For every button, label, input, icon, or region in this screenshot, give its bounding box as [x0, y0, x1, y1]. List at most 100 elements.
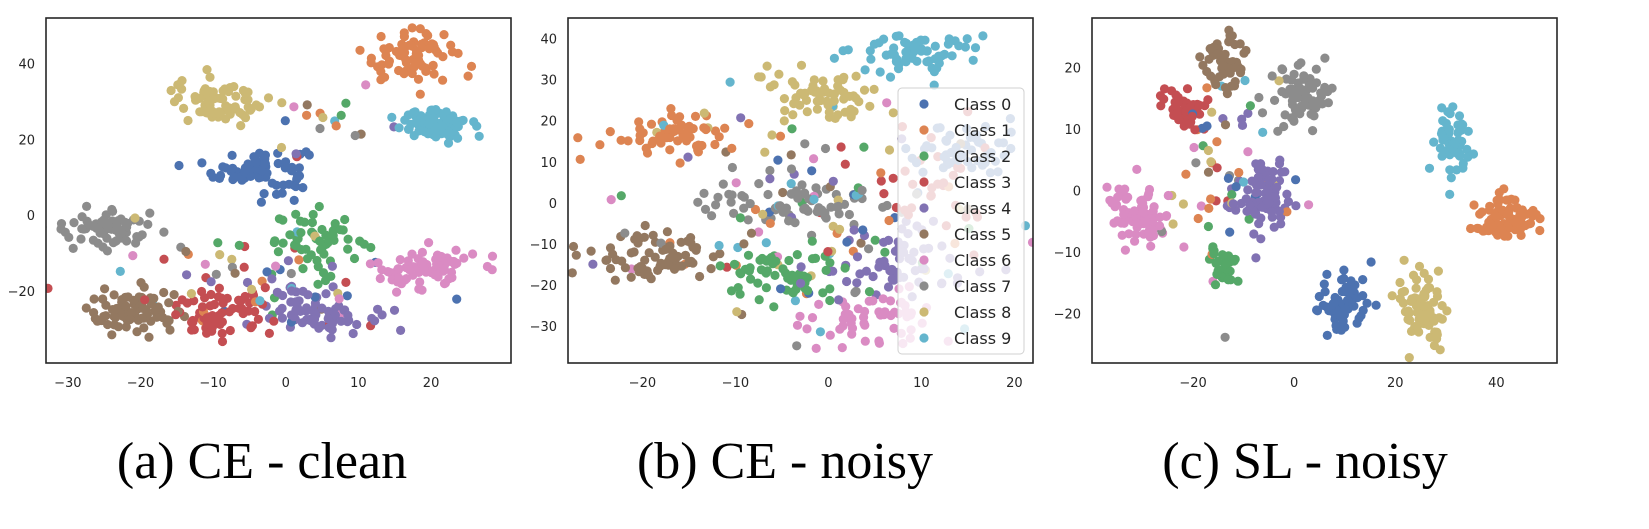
point-class-9: [1438, 116, 1448, 126]
point-class-9: [947, 51, 957, 61]
point-class-2: [807, 236, 817, 246]
y-tick-label: 40: [18, 57, 35, 72]
point-class-8: [762, 61, 772, 71]
y-tick-label: −10: [530, 238, 557, 253]
point-class-2: [1244, 214, 1254, 224]
point-class-4: [879, 237, 889, 247]
legend-marker: [919, 125, 929, 135]
y-tick-label: 0: [549, 197, 557, 212]
point-class-8: [830, 113, 840, 123]
point-class-1: [876, 168, 886, 178]
point-class-0: [1202, 121, 1212, 131]
point-class-2: [715, 261, 725, 271]
point-class-8: [1429, 340, 1439, 351]
point-class-6: [415, 277, 425, 287]
point-class-8: [215, 93, 225, 103]
point-class-9: [426, 105, 436, 115]
panel-1: −30 −20 −10 0 10 20 40 20 0 −20 (a) CE - clean: [8, 17, 512, 490]
point-class-8: [796, 60, 807, 70]
point-class-7: [775, 201, 785, 211]
point-class-8: [251, 100, 261, 110]
point-class-0: [1319, 279, 1329, 289]
point-class-7: [1308, 126, 1318, 136]
point-class-8: [263, 93, 274, 103]
point-class-3: [247, 321, 257, 331]
point-class-0: [228, 163, 238, 173]
point-class-4: [303, 290, 313, 300]
point-class-7: [1299, 71, 1309, 81]
point-class-2: [616, 191, 626, 201]
point-class-5: [125, 314, 135, 325]
point-class-4: [1241, 194, 1251, 204]
legend-label: Class 1: [954, 121, 1011, 140]
point-class-0: [291, 181, 301, 192]
point-class-3: [239, 262, 249, 272]
point-class-8: [788, 110, 798, 120]
x-tick-label: 20: [423, 376, 440, 391]
point-class-7: [763, 189, 773, 200]
point-class-7: [727, 190, 737, 200]
point-class-4: [765, 174, 775, 184]
point-class-8: [1168, 219, 1178, 229]
point-class-4: [275, 306, 285, 316]
point-class-2: [784, 255, 794, 266]
point-class-6: [375, 273, 385, 284]
point-class-6: [1120, 245, 1130, 255]
y-tick-label: −20: [530, 279, 557, 294]
point-class-9: [1463, 126, 1473, 136]
x-tick-label: 0: [282, 376, 290, 391]
point-class-8: [1399, 255, 1409, 265]
point-class-2: [301, 244, 311, 254]
point-class-6: [1120, 184, 1130, 194]
point-class-4: [277, 313, 287, 323]
point-class-5: [626, 272, 636, 282]
point-class-7: [1277, 64, 1287, 74]
point-class-9: [411, 117, 421, 127]
point-class-5: [1235, 39, 1245, 49]
point-class-7: [791, 186, 802, 196]
point-class-6: [392, 287, 402, 297]
point-class-2: [756, 265, 767, 275]
point-class-5: [1195, 52, 1205, 62]
point-class-5: [169, 290, 179, 300]
point-class-7: [1289, 116, 1299, 126]
point-class-5: [302, 100, 312, 110]
point-class-7: [718, 179, 728, 189]
point-class-6: [1196, 201, 1206, 211]
point-class-2: [778, 264, 788, 274]
point-class-1: [683, 126, 693, 136]
point-class-2: [313, 279, 323, 289]
point-class-8: [1207, 107, 1217, 117]
y-tick-label: −20: [8, 285, 35, 300]
point-class-2: [770, 270, 780, 280]
point-class-9: [790, 296, 801, 306]
point-class-8: [277, 98, 287, 108]
point-class-1: [438, 75, 448, 85]
point-class-1: [691, 141, 702, 151]
point-class-5: [230, 268, 240, 278]
point-class-6: [439, 264, 449, 274]
point-class-4: [1276, 167, 1286, 177]
point-class-4: [1282, 189, 1292, 199]
point-class-8: [1415, 309, 1425, 320]
point-class-6: [430, 270, 440, 280]
point-class-6: [459, 253, 469, 263]
point-class-2: [326, 271, 336, 281]
point-class-7: [820, 143, 831, 154]
point-class-7: [727, 162, 738, 173]
point-class-6: [1117, 230, 1127, 240]
point-class-2: [787, 124, 797, 134]
point-class-2: [296, 228, 306, 238]
point-class-8: [1429, 316, 1439, 326]
point-class-8: [195, 93, 205, 103]
point-class-2: [269, 237, 279, 248]
point-class-0: [271, 189, 282, 199]
point-class-2: [1233, 276, 1243, 286]
point-class-3: [269, 316, 279, 326]
point-class-4: [291, 305, 301, 315]
point-class-0: [776, 284, 786, 294]
point-class-8: [1411, 283, 1421, 293]
points-layer: [1102, 25, 1545, 363]
point-class-5: [123, 292, 133, 302]
point-class-6: [731, 178, 741, 188]
